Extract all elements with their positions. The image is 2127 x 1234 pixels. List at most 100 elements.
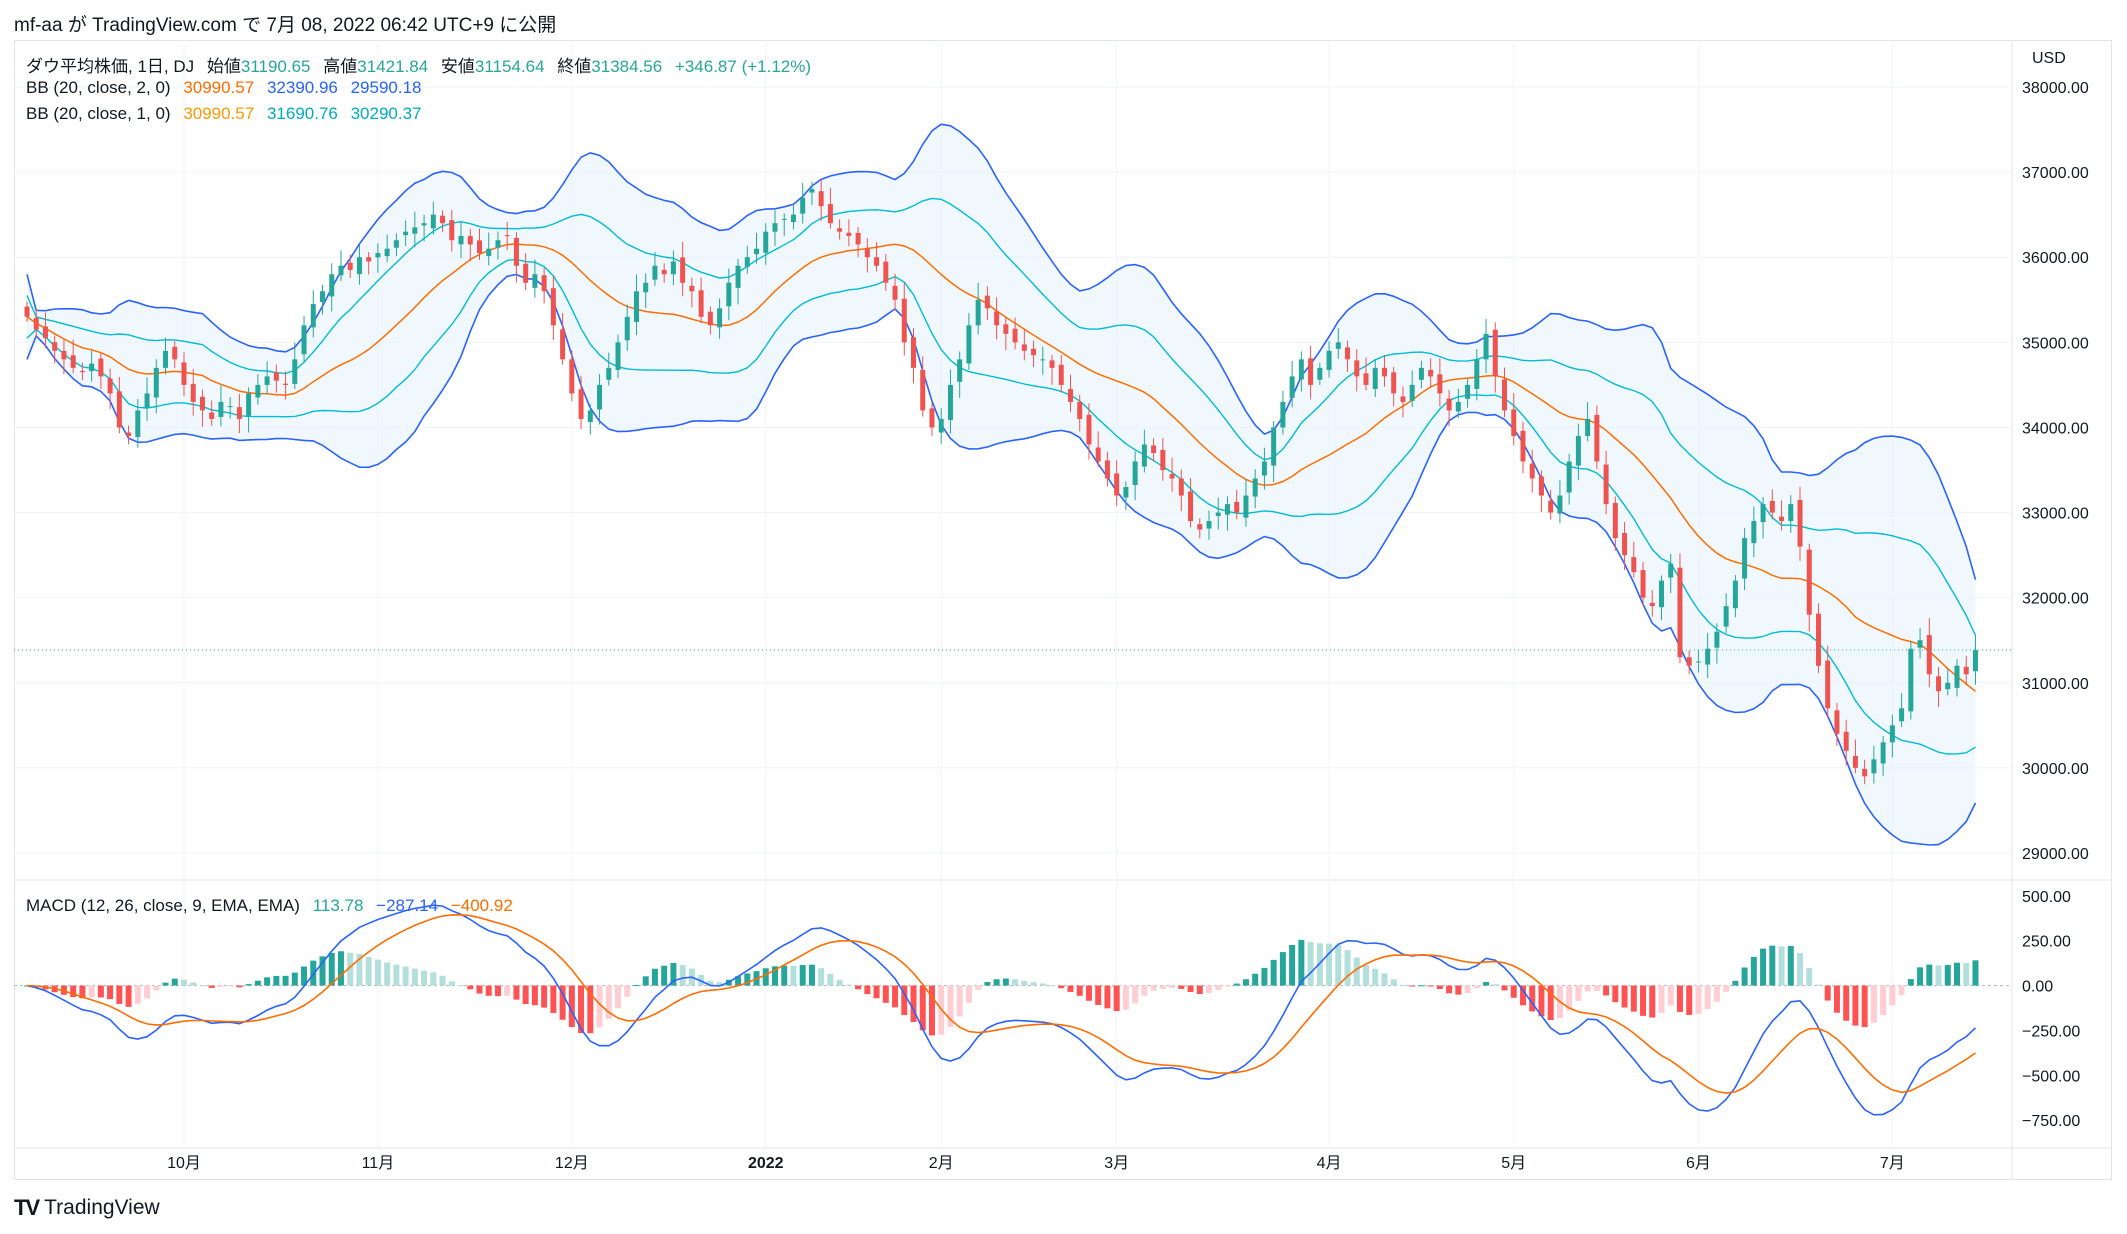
candle-body bbox=[144, 393, 150, 408]
macd-histogram-bar bbox=[1566, 985, 1573, 1011]
macd-histogram-bar bbox=[1030, 982, 1037, 986]
macd-histogram-bar bbox=[88, 985, 95, 998]
macd-histogram-bar bbox=[402, 966, 409, 986]
candle-body bbox=[495, 240, 501, 248]
macd-histogram-bar bbox=[624, 985, 631, 997]
price-tick-label: 34000.00 bbox=[2022, 420, 2089, 437]
macd-histogram-bar bbox=[1732, 980, 1739, 986]
candle-body bbox=[1483, 333, 1489, 360]
candle-body bbox=[1234, 502, 1240, 513]
macd-histogram-bar bbox=[1630, 985, 1637, 1012]
candle-body bbox=[1335, 342, 1341, 349]
candle-body bbox=[1465, 384, 1471, 399]
macd-histogram-bar bbox=[596, 985, 603, 1028]
macd-histogram-bar bbox=[855, 985, 862, 990]
macd-histogram-bar bbox=[1058, 985, 1065, 989]
candle-body bbox=[763, 231, 769, 253]
macd-tick-label: −750.00 bbox=[2022, 1113, 2080, 1130]
macd-histogram-bar bbox=[116, 985, 123, 1004]
macd-histogram-bar bbox=[735, 976, 742, 986]
candle-body bbox=[1215, 512, 1221, 516]
macd-histogram-bar bbox=[1907, 979, 1914, 986]
macd-histogram-bar bbox=[190, 982, 197, 986]
candle-body bbox=[1252, 478, 1258, 497]
macd-histogram-bar bbox=[947, 985, 954, 1027]
macd-histogram-bar bbox=[79, 985, 86, 999]
candle-body bbox=[1954, 665, 1960, 688]
macd-histogram-bar bbox=[291, 972, 298, 986]
symbol-label[interactable]: ダウ平均株価, 1日, DJ bbox=[26, 57, 195, 76]
candle-body bbox=[384, 248, 390, 257]
macd-histogram-bar bbox=[531, 985, 538, 1006]
candle-body bbox=[504, 235, 510, 237]
candle-body bbox=[1012, 328, 1018, 343]
candle-body bbox=[1788, 504, 1794, 522]
macd-histogram-bar bbox=[1122, 985, 1129, 1010]
macd-tick-label: −250.00 bbox=[2022, 1023, 2080, 1040]
candle-body bbox=[1363, 373, 1369, 385]
candle-body bbox=[754, 248, 760, 255]
macd-histogram-bar bbox=[651, 968, 658, 986]
bb2-label[interactable]: BB (20, close, 2, 0) bbox=[26, 78, 171, 97]
price-tick-label: 29000.00 bbox=[2022, 846, 2089, 863]
macd-histogram-bar bbox=[1021, 980, 1028, 986]
candle-body bbox=[1132, 461, 1138, 485]
macd-histogram-bar bbox=[337, 951, 344, 986]
candle-body bbox=[190, 383, 196, 402]
macd-histogram-bar bbox=[1464, 985, 1471, 993]
macd-histogram-bar bbox=[107, 985, 114, 1000]
macd-histogram-bar bbox=[1409, 985, 1416, 987]
candle-body bbox=[790, 214, 796, 222]
macd-histogram-bar bbox=[1039, 983, 1046, 986]
candle-body bbox=[440, 215, 446, 224]
candle-body bbox=[1409, 384, 1415, 401]
bb1-label[interactable]: BB (20, close, 1, 0) bbox=[26, 104, 171, 123]
time-tick-label: 10月 bbox=[167, 1155, 201, 1172]
candle-body bbox=[1926, 635, 1932, 675]
macd-histogram-bar bbox=[1843, 985, 1850, 1021]
candle-body bbox=[1326, 350, 1332, 370]
macd-histogram-bar bbox=[827, 973, 834, 986]
macd-histogram-bar bbox=[411, 968, 418, 986]
candle-body bbox=[1585, 418, 1591, 436]
candle-body bbox=[1760, 504, 1766, 523]
candle-body bbox=[1732, 580, 1738, 609]
candle-body bbox=[1391, 372, 1397, 394]
candle-body bbox=[467, 235, 473, 245]
macd-hist-value: 113.78 bbox=[312, 896, 364, 915]
macd-histogram-bar bbox=[217, 985, 224, 987]
candle-body bbox=[1723, 606, 1729, 627]
candle-body bbox=[883, 261, 889, 283]
macd-histogram-bar bbox=[125, 985, 132, 1007]
macd-histogram-bar bbox=[1187, 985, 1194, 992]
macd-histogram-bar bbox=[97, 985, 104, 998]
time-tick-label: 4月 bbox=[1317, 1155, 1342, 1172]
candle-body bbox=[320, 291, 326, 302]
bb2-basis: 30990.57 bbox=[183, 78, 255, 97]
macd-histogram-bar bbox=[1787, 946, 1794, 986]
candle-body bbox=[698, 290, 704, 317]
macd-histogram-bar bbox=[873, 985, 880, 999]
macd-histogram-bar bbox=[1307, 942, 1314, 986]
candle-body bbox=[532, 274, 538, 288]
candle-body bbox=[1345, 347, 1351, 360]
macd-histogram-bar bbox=[919, 985, 926, 1031]
close-label: 終値 bbox=[557, 57, 592, 76]
tradingview-logo-icon: TV bbox=[14, 1195, 40, 1220]
macd-histogram-bar bbox=[1067, 985, 1074, 992]
candle-body bbox=[929, 408, 935, 428]
candle-body bbox=[1548, 500, 1554, 513]
candle-body bbox=[98, 358, 104, 377]
chart-frame[interactable] bbox=[14, 40, 2112, 1180]
macd-label[interactable]: MACD (12, 26, close, 9, EMA, EMA) bbox=[26, 896, 300, 915]
macd-line bbox=[26, 904, 1977, 1116]
macd-histogram-bar bbox=[1501, 985, 1508, 991]
candle-body bbox=[1908, 648, 1914, 712]
low-value: 31154.64 bbox=[474, 57, 545, 76]
brand[interactable]: TV TradingView bbox=[14, 1195, 160, 1221]
candle-body bbox=[1474, 359, 1480, 389]
macd-histogram-bar bbox=[928, 985, 935, 1036]
candle-body bbox=[199, 396, 205, 411]
macd-histogram-bar bbox=[319, 956, 326, 986]
